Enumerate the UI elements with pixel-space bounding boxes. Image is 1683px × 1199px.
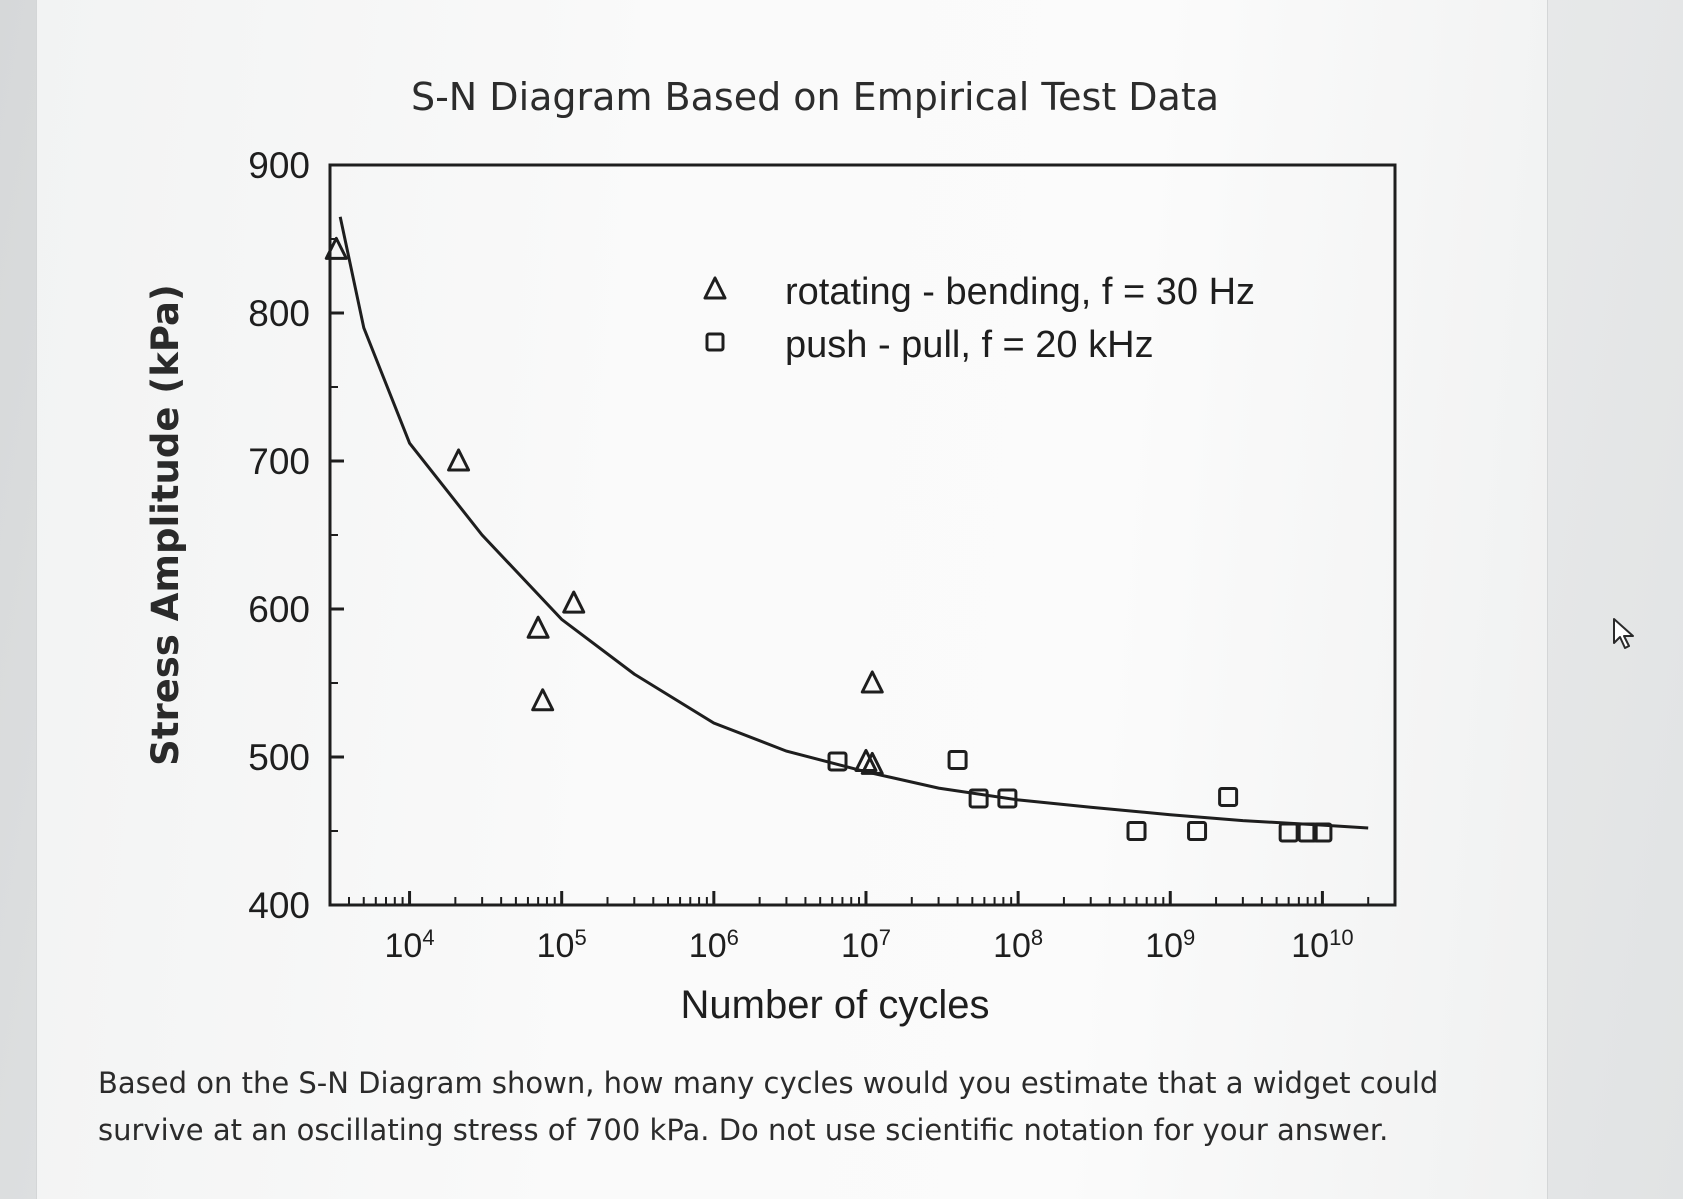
legend: rotating - bending, f = 30 Hz push - pull… bbox=[703, 271, 1255, 366]
square-marker bbox=[1312, 822, 1333, 843]
square-marker bbox=[1187, 821, 1208, 841]
triangle-marker bbox=[531, 688, 555, 712]
y-tick-label: 600 bbox=[248, 589, 310, 630]
x-tick-label: 1010 bbox=[1291, 925, 1353, 965]
triangle-marker bbox=[324, 236, 348, 260]
triangle-marker bbox=[854, 748, 878, 772]
data-points bbox=[324, 236, 1333, 843]
chart-title: S-N Diagram Based on Empirical Test Data bbox=[411, 75, 1219, 119]
y-axis-ticks: 900 800 700 600 500 400 bbox=[248, 145, 344, 926]
square-marker bbox=[947, 749, 968, 770]
x-tick-label: 104 bbox=[385, 925, 435, 965]
mouse-pointer-icon bbox=[1613, 618, 1634, 649]
square-marker bbox=[827, 751, 848, 772]
triangle-marker bbox=[703, 276, 727, 300]
x-axis-ticks: 104 105 106 107 108 109 1010 bbox=[348, 891, 1370, 965]
y-tick-label: 700 bbox=[248, 441, 310, 482]
question-text: Based on the S-N Diagram shown, how many… bbox=[98, 1066, 1439, 1147]
x-tick-label: 105 bbox=[537, 925, 587, 965]
square-marker bbox=[1297, 822, 1318, 843]
triangle-marker bbox=[526, 615, 550, 639]
square-marker bbox=[968, 788, 989, 809]
y-tick-label: 800 bbox=[248, 293, 310, 334]
triangle-marker bbox=[447, 448, 471, 472]
square-marker bbox=[1278, 822, 1299, 843]
square-marker bbox=[997, 788, 1018, 809]
x-tick-label: 106 bbox=[689, 925, 739, 965]
legend-label: rotating - bending, f = 30 Hz bbox=[785, 271, 1255, 313]
y-axis-label: Stress Amplitude (kPa) bbox=[144, 284, 187, 766]
triangle-marker bbox=[562, 590, 586, 614]
square-marker bbox=[705, 332, 725, 352]
square-marker bbox=[1218, 786, 1239, 807]
y-tick-label: 900 bbox=[248, 145, 310, 186]
fit-curve bbox=[338, 216, 1369, 830]
triangle-marker bbox=[860, 751, 884, 775]
x-tick-label: 107 bbox=[841, 925, 891, 965]
x-tick-label: 108 bbox=[993, 925, 1043, 965]
legend-label: push - pull, f = 20 kHz bbox=[785, 324, 1154, 366]
question-panel bbox=[36, 0, 1548, 1199]
y-tick-label: 500 bbox=[248, 737, 310, 778]
y-tick-label: 400 bbox=[248, 885, 310, 926]
square-marker bbox=[1126, 821, 1147, 841]
triangle-marker bbox=[860, 670, 884, 694]
x-tick-label: 109 bbox=[1145, 925, 1195, 965]
x-axis-label: Number of cycles bbox=[681, 983, 990, 1027]
